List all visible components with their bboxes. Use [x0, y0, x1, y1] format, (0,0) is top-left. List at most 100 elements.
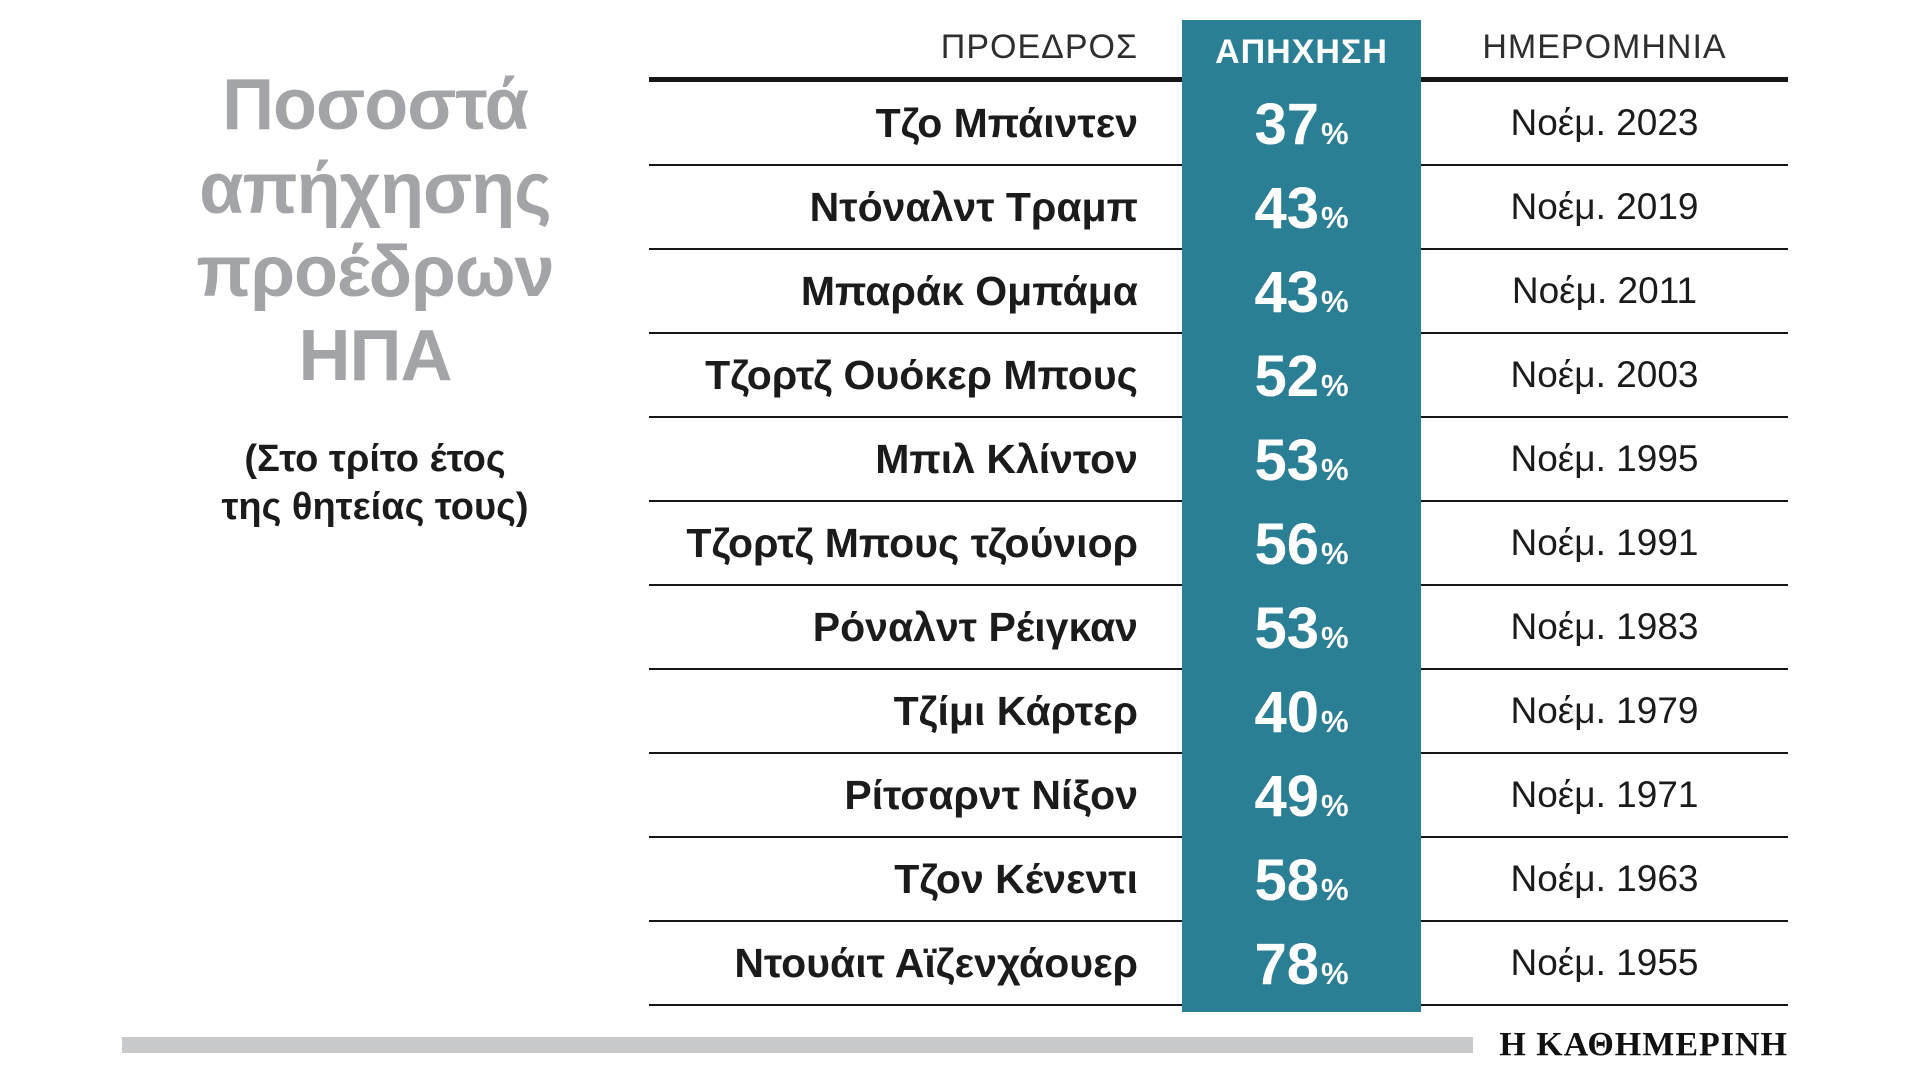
- table-row: Ρόναλντ Ρέιγκαν 53% Νοέμ. 1983: [649, 586, 1788, 670]
- poll-date: Νοέμ. 2003: [1421, 334, 1788, 418]
- percent-sign: %: [1320, 367, 1349, 403]
- percent-sign: %: [1320, 871, 1349, 907]
- president-name: Ρίτσαρντ Νίξον: [649, 754, 1182, 838]
- approval-number: 49: [1254, 763, 1319, 829]
- column-header-approval: ΑΠΗΧΗΣΗ: [1182, 20, 1421, 82]
- approval-cell: 53%: [1182, 586, 1421, 670]
- approval-number: 58: [1254, 847, 1319, 913]
- president-name-text: Μπαράκ Ομπάμα: [800, 267, 1138, 314]
- table-row: Μπιλ Κλίντον 53% Νοέμ. 1995: [649, 418, 1788, 502]
- president-name: Ντόναλντ Τραμπ: [649, 166, 1182, 250]
- approval-cell: 43%: [1182, 166, 1421, 250]
- approval-cell: 43%: [1182, 250, 1421, 334]
- poll-date: Νοέμ. 2011: [1421, 250, 1788, 334]
- president-name: Μπαράκ Ομπάμα: [649, 250, 1182, 334]
- president-name-text: Ρόναλντ Ρέιγκαν: [812, 603, 1138, 650]
- chart-title-line: προέδρων: [196, 232, 554, 313]
- president-name-text: Τζον Κένεντι: [894, 855, 1138, 902]
- percent-sign: %: [1320, 703, 1349, 739]
- president-name: Τζο Μπάιντεν: [649, 82, 1182, 166]
- table-row: Ρίτσαρντ Νίξον 49% Νοέμ. 1971: [649, 754, 1788, 838]
- approval-value: 52%: [1254, 343, 1348, 410]
- poll-date: Νοέμ. 1955: [1421, 922, 1788, 1006]
- approval-cell: 37%: [1182, 82, 1421, 166]
- approval-table: ΠΡΟΕΔΡΟΣ ΑΠΗΧΗΣΗ ΗΜΕΡΟΜΗΝΙΑ Τζο Μπάιντεν…: [649, 20, 1788, 1012]
- poll-date: Νοέμ. 1971: [1421, 754, 1788, 838]
- table-row: Τζορτζ Μπους τζούνιορ 56% Νοέμ. 1991: [649, 502, 1788, 586]
- chart-subtitle: (Στο τρίτο έτος της θητείας τους): [150, 436, 600, 531]
- approval-value: 56%: [1254, 511, 1348, 578]
- approval-cell: 78%: [1182, 922, 1421, 1006]
- approval-value: 43%: [1254, 259, 1348, 326]
- percent-sign: %: [1320, 115, 1349, 151]
- approval-number: 53: [1254, 595, 1319, 661]
- percent-sign: %: [1320, 199, 1349, 235]
- approval-cell: 58%: [1182, 838, 1421, 922]
- percent-sign: %: [1320, 283, 1349, 319]
- approval-number: 52: [1254, 343, 1319, 409]
- table-row: Μπαράκ Ομπάμα 43% Νοέμ. 2011: [649, 250, 1788, 334]
- approval-number: 43: [1254, 259, 1319, 325]
- approval-value: 37%: [1254, 91, 1348, 158]
- table-row: Τζο Μπάιντεν 37% Νοέμ. 2023: [649, 82, 1788, 166]
- approval-number: 53: [1254, 427, 1319, 493]
- poll-date-text: Νοέμ. 2003: [1510, 354, 1699, 395]
- approval-number: 43: [1254, 175, 1319, 241]
- percent-sign: %: [1320, 787, 1349, 823]
- title-block: Ποσοστά απήχησης προέδρων ΗΠΑ (Στο τρίτο…: [150, 64, 600, 531]
- table-row: Ντουάιτ Αϊζενχάουερ 78% Νοέμ. 1955: [649, 922, 1788, 1006]
- chart-subtitle-line: (Στο τρίτο έτος: [244, 438, 506, 481]
- table-body: Τζο Μπάιντεν 37% Νοέμ. 2023 Ντόναλντ Τρα…: [649, 82, 1788, 1006]
- approval-cell: 56%: [1182, 502, 1421, 586]
- poll-date-text: Νοέμ. 1995: [1510, 438, 1699, 479]
- poll-date: Νοέμ. 1963: [1421, 838, 1788, 922]
- poll-date: Νοέμ. 2019: [1421, 166, 1788, 250]
- approval-number: 78: [1254, 931, 1319, 997]
- president-name-text: Τζορτζ Μπους τζούνιορ: [686, 519, 1138, 566]
- approval-value: 78%: [1254, 931, 1348, 998]
- approval-value: 40%: [1254, 679, 1348, 746]
- percent-sign: %: [1320, 535, 1349, 571]
- poll-date-text: Νοέμ. 1991: [1510, 522, 1699, 563]
- table-row: Τζίμι Κάρτερ 40% Νοέμ. 1979: [649, 670, 1788, 754]
- poll-date-text: Νοέμ. 1983: [1510, 606, 1699, 647]
- approval-value: 53%: [1254, 427, 1348, 494]
- table-row: Τζορτζ Ουόκερ Μπους 52% Νοέμ. 2003: [649, 334, 1788, 418]
- president-name: Τζίμι Κάρτερ: [649, 670, 1182, 754]
- president-name-text: Ρίτσαρντ Νίξον: [844, 771, 1138, 818]
- poll-date: Νοέμ. 1995: [1421, 418, 1788, 502]
- poll-date: Νοέμ. 2023: [1421, 82, 1788, 166]
- poll-date-text: Νοέμ. 1963: [1510, 858, 1699, 899]
- president-name: Ρόναλντ Ρέιγκαν: [649, 586, 1182, 670]
- percent-sign: %: [1320, 955, 1349, 991]
- approval-column-tail: [1182, 1006, 1421, 1012]
- poll-date-text: Νοέμ. 1955: [1510, 942, 1699, 983]
- president-name-text: Τζο Μπάιντεν: [875, 99, 1138, 146]
- president-name-text: Μπιλ Κλίντον: [875, 435, 1138, 482]
- approval-cell: 40%: [1182, 670, 1421, 754]
- poll-date-text: Νοέμ. 2011: [1511, 270, 1698, 311]
- poll-date: Νοέμ. 1979: [1421, 670, 1788, 754]
- president-name-text: Τζορτζ Ουόκερ Μπους: [705, 351, 1138, 398]
- chart-subtitle-line: της θητείας τους): [221, 485, 529, 528]
- poll-date: Νοέμ. 1983: [1421, 586, 1788, 670]
- poll-date-text: Νοέμ. 2023: [1510, 102, 1699, 143]
- president-name: Τζορτζ Μπους τζούνιορ: [649, 502, 1182, 586]
- percent-sign: %: [1320, 619, 1349, 655]
- approval-number: 56: [1254, 511, 1319, 577]
- footer: Η ΚΑΘΗΜΕΡΙΝΗ: [122, 1026, 1788, 1064]
- table-row: Ντόναλντ Τραμπ 43% Νοέμ. 2019: [649, 166, 1788, 250]
- president-name: Τζον Κένεντι: [649, 838, 1182, 922]
- president-name-text: Ντουάιτ Αϊζενχάουερ: [734, 939, 1138, 986]
- approval-cell: 52%: [1182, 334, 1421, 418]
- chart-title-line: ΗΠΑ: [298, 315, 453, 396]
- chart-title-line: Ποσοστά: [222, 65, 529, 145]
- chart-title-line: απήχησης: [199, 148, 551, 229]
- poll-date-text: Νοέμ. 1979: [1510, 690, 1699, 731]
- approval-cell: 53%: [1182, 418, 1421, 502]
- poll-date-text: Νοέμ. 1971: [1510, 774, 1699, 815]
- approval-number: 40: [1254, 679, 1319, 745]
- approval-value: 58%: [1254, 847, 1348, 914]
- poll-date-text: Νοέμ. 2019: [1510, 186, 1699, 227]
